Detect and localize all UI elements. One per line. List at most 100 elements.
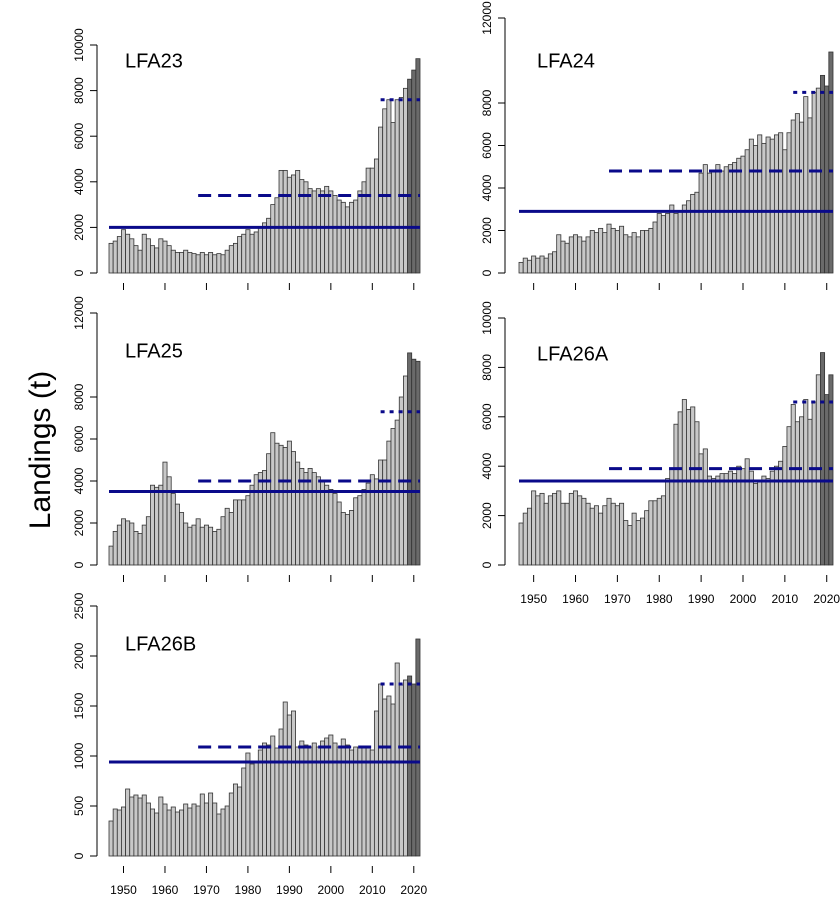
bar: [108, 820, 114, 857]
bar: [539, 255, 545, 274]
bar: [241, 233, 247, 274]
bar: [740, 468, 746, 566]
bar: [778, 460, 784, 566]
bar: [133, 245, 139, 274]
bar: [753, 145, 759, 274]
bar: [315, 188, 321, 274]
bar: [137, 797, 143, 857]
bar: [191, 524, 197, 566]
bar: [711, 478, 717, 566]
bar: [291, 710, 297, 857]
bar: [748, 138, 754, 274]
bar: [723, 473, 729, 566]
bar: [753, 483, 759, 566]
bar: [299, 740, 305, 857]
bar: [790, 119, 796, 274]
bar: [581, 240, 587, 274]
bar: [719, 170, 725, 274]
bar: [744, 458, 750, 566]
y-tick-label: 0: [72, 852, 86, 859]
x-tick-label: 2020: [813, 592, 840, 606]
bar: [257, 749, 263, 857]
bar: [390, 428, 396, 566]
bar: [403, 375, 408, 566]
x-tick-label: 1950: [110, 883, 137, 897]
bar: [782, 446, 788, 566]
bar: [660, 215, 666, 274]
bar: [328, 734, 334, 857]
bar: [116, 236, 122, 274]
x-tick-label: 1960: [152, 883, 179, 897]
bar: [635, 236, 641, 274]
bar: [652, 500, 658, 566]
bar: [141, 794, 147, 857]
bar: [340, 201, 346, 274]
bar: [220, 808, 226, 857]
x-tick-label: 1990: [688, 592, 715, 606]
x-tick-label: 2010: [359, 883, 386, 897]
bar: [698, 172, 704, 274]
bar: [631, 232, 637, 274]
bar: [552, 492, 558, 566]
bar: [286, 176, 292, 274]
bar: [158, 796, 164, 857]
bar: [357, 495, 363, 566]
bar: [349, 201, 355, 274]
bar: [116, 809, 122, 857]
bar: [581, 497, 587, 566]
bar: [669, 204, 675, 274]
bar: [232, 783, 238, 857]
bar: [150, 808, 156, 857]
bar: [790, 404, 796, 566]
bar: [286, 440, 292, 566]
bar: [141, 233, 147, 274]
bar: [365, 167, 371, 274]
bar: [518, 522, 524, 566]
bar: [266, 453, 272, 566]
bar: [807, 117, 813, 274]
bar: [794, 113, 800, 274]
bar: [320, 480, 326, 566]
bar: [681, 204, 687, 274]
bar: [577, 495, 583, 566]
bar: [398, 684, 404, 857]
bar: [237, 499, 243, 566]
panel-title: LFA23: [125, 50, 183, 72]
bar: [765, 478, 771, 566]
bar: [108, 545, 114, 566]
x-tick-label: 1960: [562, 592, 589, 606]
y-tick-label: 1500: [72, 692, 86, 719]
bar: [740, 155, 746, 274]
bar: [208, 252, 214, 274]
bar: [573, 490, 579, 566]
bar: [522, 257, 528, 274]
bar: [573, 234, 579, 274]
bar: [270, 735, 276, 857]
bar: [336, 501, 342, 566]
panel-title: LFA25: [125, 340, 183, 362]
bar: [677, 210, 683, 274]
bar: [174, 811, 180, 857]
bar: [328, 488, 334, 566]
bar: [282, 169, 288, 274]
bar: [610, 227, 616, 274]
bar: [129, 238, 135, 274]
panel: 0 500 1000 1500 2000 2500 1950 1960 1970 1980 1990…: [72, 592, 427, 897]
bar: [224, 249, 230, 274]
bar: [799, 121, 805, 274]
bar: [145, 516, 151, 566]
x-tick-label: 1980: [235, 883, 262, 897]
x-tick-label: 1990: [276, 883, 303, 897]
bar: [694, 421, 700, 566]
bar: [303, 472, 309, 566]
bar: [411, 69, 417, 274]
bar: [769, 470, 775, 566]
bar: [403, 679, 408, 857]
y-tick-label: 8000: [480, 354, 494, 381]
bar: [179, 512, 185, 566]
bar: [311, 742, 317, 857]
bar: [669, 468, 675, 566]
x-tick-label: 1980: [646, 592, 673, 606]
bar: [539, 492, 545, 566]
bar: [761, 475, 767, 566]
